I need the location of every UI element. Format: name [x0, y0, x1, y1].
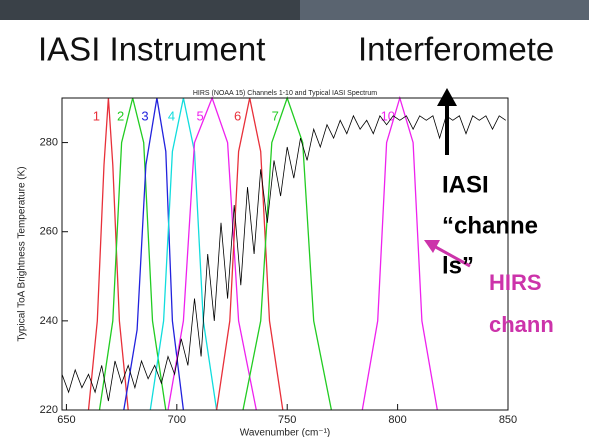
series-line	[242, 96, 333, 411]
arrow-head	[424, 240, 440, 253]
x-tick-label: 800	[388, 414, 406, 426]
y-tick-label: 240	[40, 315, 58, 327]
series-line	[87, 97, 129, 411]
x-label: Wavenumber (cm⁻¹)	[240, 428, 330, 437]
annotation: chann	[489, 312, 554, 337]
series-line	[98, 97, 167, 411]
series-label: 5	[197, 108, 204, 123]
y-tick-label: 280	[40, 136, 58, 148]
series-line	[123, 97, 185, 411]
series-label: 2	[117, 108, 124, 123]
x-tick-label: 750	[278, 414, 296, 426]
plot-frame	[61, 97, 509, 411]
series-line	[215, 97, 284, 411]
slide-title: IASI Instrument	[38, 31, 265, 68]
series-line	[361, 95, 438, 411]
series-line	[149, 97, 218, 411]
annotation: HIRS	[489, 270, 542, 295]
series-label: 1	[93, 108, 100, 123]
y-tick-label: 260	[40, 226, 58, 238]
arrow-head	[437, 88, 457, 106]
series-label: 3	[141, 108, 148, 123]
x-tick-label: 850	[499, 414, 517, 426]
arrow	[431, 243, 471, 268]
annotation: “channe	[442, 212, 538, 239]
annotation: ls”	[442, 252, 474, 279]
series-label: 7	[272, 108, 279, 123]
x-tick-label: 650	[57, 414, 75, 426]
series-label: 4	[168, 108, 175, 123]
photo-strip	[300, 0, 589, 20]
series-label: 10	[381, 108, 395, 123]
y-tick-label: 220	[40, 404, 58, 416]
slide-subtitle: Interferomete	[358, 31, 554, 68]
series-label: 6	[234, 108, 241, 123]
x-tick-label: 700	[168, 414, 186, 426]
y-label: Typical ToA Brightness Temperature (K)	[17, 166, 28, 341]
chart-title: HIRS (NOAA 15) Channels 1-10 and Typical…	[193, 90, 377, 97]
annotation: IASI	[442, 171, 489, 198]
series-line	[61, 114, 507, 402]
